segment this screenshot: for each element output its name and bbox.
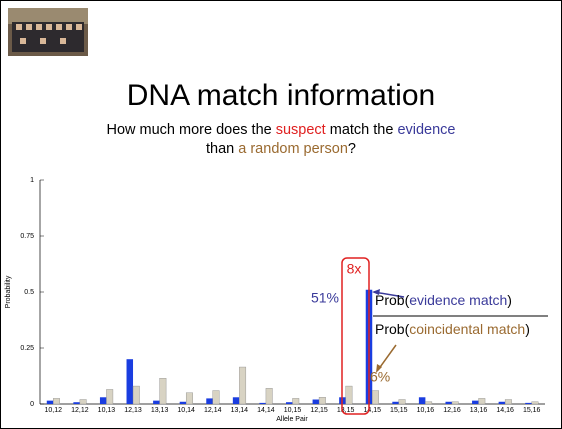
bar (153, 401, 160, 404)
y-axis-label: Probability (5, 275, 12, 308)
bar (499, 402, 506, 404)
bar (313, 400, 320, 404)
x-tick-label: 14,16 (496, 407, 514, 414)
bar (47, 401, 54, 404)
x-tick-label: 13,16 (470, 407, 488, 414)
subtitle-text: suspect (276, 122, 326, 138)
bar (186, 393, 193, 404)
bar (452, 402, 459, 404)
bar (472, 401, 479, 404)
x-tick-label: 10,15 (284, 407, 302, 414)
x-tick-label: 13,14 (231, 407, 249, 414)
bar (180, 402, 187, 404)
bar (73, 402, 80, 404)
slide-border (1, 1, 562, 429)
subtitle-text: evidence (397, 122, 455, 138)
x-tick-label: 12,16 (443, 407, 461, 414)
x-tick-label: 14,14 (257, 407, 275, 414)
x-tick-label: 15,16 (523, 407, 541, 414)
y-tick-label: 0.75 (20, 233, 34, 240)
bar (419, 397, 426, 404)
bar (425, 402, 432, 404)
bar (532, 402, 539, 404)
subtitle-text: match the (326, 122, 398, 138)
bar (100, 397, 107, 404)
fraction-text: ) (525, 321, 530, 337)
subtitle-text: How much more does the (106, 122, 275, 138)
bar (266, 388, 273, 404)
bar (106, 389, 113, 404)
bar (233, 397, 240, 404)
x-tick-label: 13,15 (337, 407, 355, 414)
subtitle-line: than a random person? (206, 141, 356, 157)
bar (213, 391, 220, 404)
bar (319, 397, 326, 404)
page: {"chart_data": {"type": "bar", "title": … (0, 0, 562, 429)
bar (80, 400, 87, 404)
subtitle-line: How much more does the suspect match the… (106, 122, 455, 138)
x-tick-label: 10,14 (177, 407, 195, 414)
bar (206, 398, 213, 404)
slide: DNA match information How much more does… (0, 0, 562, 429)
photo (8, 8, 88, 56)
x-tick-label: 12,12 (71, 407, 89, 414)
x-tick-label: 10,13 (98, 407, 116, 414)
y-tick-label: 1 (30, 177, 34, 184)
x-tick-label: 12,13 (124, 407, 142, 414)
annotation: 8x (347, 261, 362, 277)
bar (239, 367, 246, 404)
bar (445, 402, 452, 404)
fraction-text: ) (507, 292, 512, 308)
fraction-text: Prob( (375, 321, 410, 337)
bar (53, 398, 60, 404)
annotation: 6% (370, 369, 390, 385)
bar (525, 403, 532, 404)
bar (259, 403, 266, 404)
fraction-text: evidence match (409, 292, 507, 308)
fraction-denominator: Prob(coincidental match) (375, 321, 530, 337)
x-tick-label: 10,12 (45, 407, 63, 414)
bar (293, 398, 300, 404)
bar (160, 378, 167, 404)
y-tick-label: 0.5 (24, 289, 34, 296)
bar (346, 386, 353, 404)
subtitle-text: than (206, 141, 238, 157)
annotation: 51% (311, 290, 339, 306)
bar (286, 402, 293, 404)
x-tick-label: 12,14 (204, 407, 222, 414)
fraction-text: coincidental match (409, 321, 525, 337)
y-tick-label: 0 (30, 401, 34, 408)
x-tick-label: 10,16 (417, 407, 435, 414)
fraction-text: Prob( (375, 292, 410, 308)
x-tick-label: 13,13 (151, 407, 169, 414)
bar (372, 391, 379, 404)
subtitle-text: ? (348, 141, 356, 157)
title: DNA match information (127, 79, 435, 112)
x-tick-label: 12,15 (310, 407, 328, 414)
bar (399, 400, 406, 404)
bar (479, 398, 486, 404)
y-tick-label: 0.25 (20, 345, 34, 352)
x-tick-label: 15,15 (390, 407, 408, 414)
bar (127, 359, 133, 404)
fraction-numerator: Prob(evidence match) (375, 292, 512, 308)
subtitle-text: a random person (238, 141, 348, 157)
bar (505, 400, 512, 404)
bar (392, 402, 399, 404)
x-axis-label: Allele Pair (276, 416, 308, 423)
bar (133, 386, 140, 404)
